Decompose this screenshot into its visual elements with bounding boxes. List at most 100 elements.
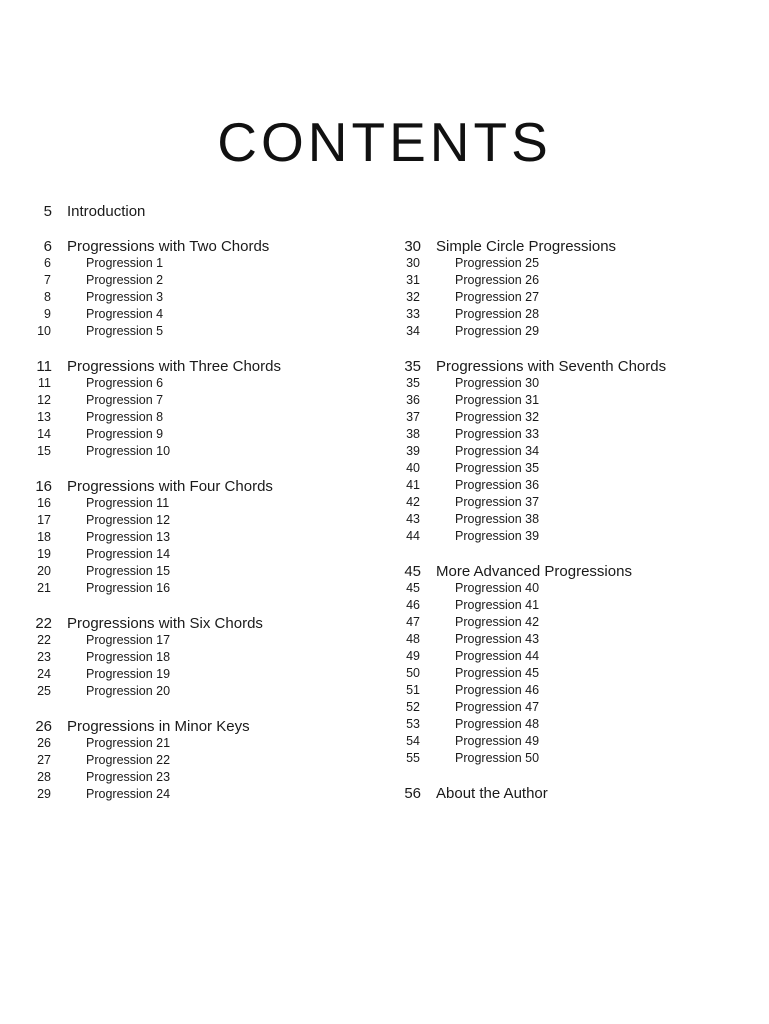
toc-subentry[interactable]: 43 Progression 38 <box>369 511 769 528</box>
toc-subentry[interactable]: 49 Progression 44 <box>369 648 769 665</box>
toc-subentry[interactable]: 15 Progression 10 <box>0 443 380 460</box>
toc-subentry[interactable]: 48 Progression 43 <box>369 631 769 648</box>
page-number: 38 <box>406 427 420 441</box>
entry-title: Progression 15 <box>86 564 171 578</box>
toc-subentry[interactable]: 13 Progression 8 <box>0 409 380 426</box>
entry-title: Progressions with Seventh Chords <box>436 358 667 375</box>
toc-subentry[interactable]: 33 Progression 28 <box>369 306 769 323</box>
entry-title: Progression 9 <box>86 427 164 441</box>
toc-section-entry[interactable]: 6 Progressions with Two Chords <box>0 238 380 255</box>
toc-subentry[interactable]: 51 Progression 46 <box>369 682 769 699</box>
toc-subentry[interactable]: 37 Progression 32 <box>369 409 769 426</box>
toc-subentry[interactable]: 28 Progression 23 <box>0 769 380 786</box>
entry-title: Progression 49 <box>455 734 540 748</box>
toc-subentry[interactable]: 38 Progression 33 <box>369 426 769 443</box>
entry-title: Progression 5 <box>86 324 164 338</box>
toc-section: 11 Progressions with Three Chords 11 Progre… <box>0 358 380 460</box>
toc-subentry[interactable]: 25 Progression 20 <box>0 683 380 700</box>
toc-subentry[interactable]: 45 Progression 40 <box>369 580 769 597</box>
page-number: 39 <box>406 444 420 458</box>
toc-subentry[interactable]: 55 Progression 50 <box>369 750 769 767</box>
toc-subentry[interactable]: 50 Progression 45 <box>369 665 769 682</box>
toc-subentry[interactable]: 9 Progression 4 <box>0 306 380 323</box>
entry-title: Progression 31 <box>455 393 540 407</box>
entry-title: Progression 39 <box>455 529 540 543</box>
toc-subentry[interactable]: 24 Progression 19 <box>0 666 380 683</box>
toc-subentry[interactable]: 35 Progression 30 <box>369 375 769 392</box>
toc-subentry[interactable]: 26 Progression 21 <box>0 735 380 752</box>
toc-subentry[interactable]: 8 Progression 3 <box>0 289 380 306</box>
entry-title: Progression 32 <box>455 410 540 424</box>
entry-title: Progression 23 <box>86 770 171 784</box>
toc-subentry[interactable]: 7 Progression 2 <box>0 272 380 289</box>
page-number: 30 <box>404 238 421 255</box>
entry-title: Progression 48 <box>455 717 540 731</box>
page-number: 49 <box>406 649 420 663</box>
entry-title: Progression 34 <box>455 444 540 458</box>
toc-section-entry[interactable]: 56 About the Author <box>369 785 769 802</box>
toc-subentry[interactable]: 31 Progression 26 <box>369 272 769 289</box>
toc-subentry[interactable]: 23 Progression 18 <box>0 649 380 666</box>
toc-section-entry[interactable]: 35 Progressions with Seventh Chords <box>369 358 769 375</box>
toc-subentry[interactable]: 18 Progression 13 <box>0 529 380 546</box>
toc-subentry[interactable]: 47 Progression 42 <box>369 614 769 631</box>
toc-subentry[interactable]: 16 Progression 11 <box>0 495 380 512</box>
toc-subentry[interactable]: 27 Progression 22 <box>0 752 380 769</box>
toc-subentry[interactable]: 34 Progression 29 <box>369 323 769 340</box>
toc-subentry[interactable]: 10 Progression 5 <box>0 323 380 340</box>
toc-section-entry[interactable]: 45 More Advanced Progressions <box>369 563 769 580</box>
toc-subentry[interactable]: 22 Progression 17 <box>0 632 380 649</box>
entry-title: Progression 43 <box>455 632 540 646</box>
toc-subentry[interactable]: 19 Progression 14 <box>0 546 380 563</box>
toc-section-entry[interactable]: 30 Simple Circle Progressions <box>369 238 769 255</box>
toc-subentry[interactable]: 36 Progression 31 <box>369 392 769 409</box>
entry-title: Progression 20 <box>86 684 171 698</box>
page-number: 50 <box>406 666 420 680</box>
toc-subentry[interactable]: 17 Progression 12 <box>0 512 380 529</box>
page-number: 5 <box>43 203 52 220</box>
toc-subentry[interactable]: 12 Progression 7 <box>0 392 380 409</box>
toc-subentry[interactable]: 53 Progression 48 <box>369 716 769 733</box>
page-number: 14 <box>37 427 51 441</box>
toc-section-entry[interactable]: 11 Progressions with Three Chords <box>0 358 380 375</box>
toc-subentry[interactable]: 21 Progression 16 <box>0 580 380 597</box>
toc-section: 30 Simple Circle Progressions 30 Progressio… <box>369 238 769 340</box>
toc-section-entry[interactable]: 5 Introduction <box>0 203 380 220</box>
toc-subentry[interactable]: 39 Progression 34 <box>369 443 769 460</box>
toc-subentry[interactable]: 46 Progression 41 <box>369 597 769 614</box>
page-number: 35 <box>406 376 420 390</box>
page-number: 17 <box>37 513 51 527</box>
page-number: 45 <box>406 581 420 595</box>
toc-subentry[interactable]: 30 Progression 25 <box>369 255 769 272</box>
toc-subentry[interactable]: 29 Progression 24 <box>0 786 380 803</box>
toc-subentry[interactable]: 14 Progression 9 <box>0 426 380 443</box>
toc-subentry[interactable]: 20 Progression 15 <box>0 563 380 580</box>
page-number: 28 <box>37 770 51 784</box>
toc-subentry[interactable]: 52 Progression 47 <box>369 699 769 716</box>
page-title: CONTENTS <box>217 110 552 173</box>
toc-section-entry[interactable]: 22 Progressions with Six Chords <box>0 615 380 632</box>
toc-subentry[interactable]: 32 Progression 27 <box>369 289 769 306</box>
toc-subentry[interactable]: 6 Progression 1 <box>0 255 380 272</box>
toc-section-entry[interactable]: 16 Progressions with Four Chords <box>0 478 380 495</box>
page-number: 16 <box>37 496 51 510</box>
page-number: 10 <box>37 324 51 338</box>
entry-title: Progression 36 <box>455 478 540 492</box>
toc-subentry[interactable]: 11 Progression 6 <box>0 375 380 392</box>
toc-subentry[interactable]: 40 Progression 35 <box>369 460 769 477</box>
entry-title: More Advanced Progressions <box>436 563 632 580</box>
entry-title: Progression 35 <box>455 461 540 475</box>
entry-title: Progressions with Six Chords <box>67 615 263 632</box>
toc-subentry[interactable]: 41 Progression 36 <box>369 477 769 494</box>
toc-subentry[interactable]: 44 Progression 39 <box>369 528 769 545</box>
page-number: 56 <box>404 785 421 802</box>
page-number: 44 <box>406 529 420 543</box>
page-number: 55 <box>406 751 420 765</box>
toc-subentry[interactable]: 42 Progression 37 <box>369 494 769 511</box>
page-number: 7 <box>44 273 51 287</box>
page-number: 37 <box>406 410 420 424</box>
toc-section-entry[interactable]: 26 Progressions in Minor Keys <box>0 718 380 735</box>
toc-subentry[interactable]: 54 Progression 49 <box>369 733 769 750</box>
page-number: 11 <box>38 376 51 390</box>
entry-title: Simple Circle Progressions <box>436 238 617 255</box>
